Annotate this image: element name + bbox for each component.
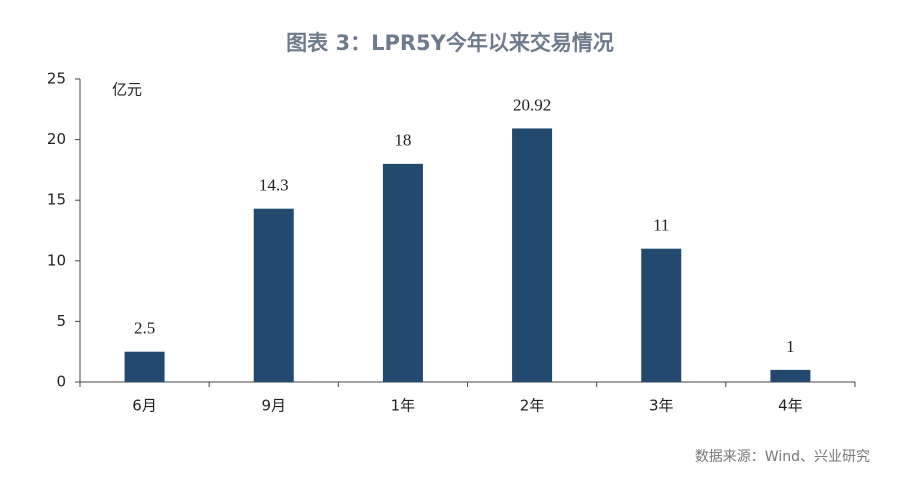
y-tick-label: 25 xyxy=(47,70,66,88)
x-tick-label: 2年 xyxy=(520,397,545,415)
data-label: 18 xyxy=(394,131,411,150)
x-tick-label: 4年 xyxy=(778,397,803,415)
y-tick-label: 10 xyxy=(47,251,66,269)
bar xyxy=(382,163,423,382)
x-tick-label: 3年 xyxy=(649,397,674,415)
data-label: 11 xyxy=(653,216,669,235)
bar xyxy=(124,351,165,382)
y-tick-label: 15 xyxy=(47,191,66,209)
y-tick-label: 0 xyxy=(56,373,66,391)
data-label: 14.3 xyxy=(259,176,289,195)
data-label: 2.5 xyxy=(134,319,155,338)
data-label: 20.92 xyxy=(513,95,551,114)
x-tick-label: 6月 xyxy=(132,397,157,415)
data-label: 1 xyxy=(786,337,795,356)
source: 数据来源：Wind、兴业研究 xyxy=(695,449,870,465)
x-tick-label: 9月 xyxy=(261,397,286,415)
bar xyxy=(512,128,553,382)
bar xyxy=(253,208,294,382)
y-tick-label: 5 xyxy=(56,312,66,330)
unit-label: 亿元 xyxy=(112,81,142,99)
bar xyxy=(770,369,811,382)
x-tick-label: 1年 xyxy=(391,397,416,415)
bar xyxy=(641,248,682,382)
chart-title: 图表 3：LPR5Y今年以来交易情况 xyxy=(286,31,614,55)
y-tick-label: 20 xyxy=(47,130,66,148)
